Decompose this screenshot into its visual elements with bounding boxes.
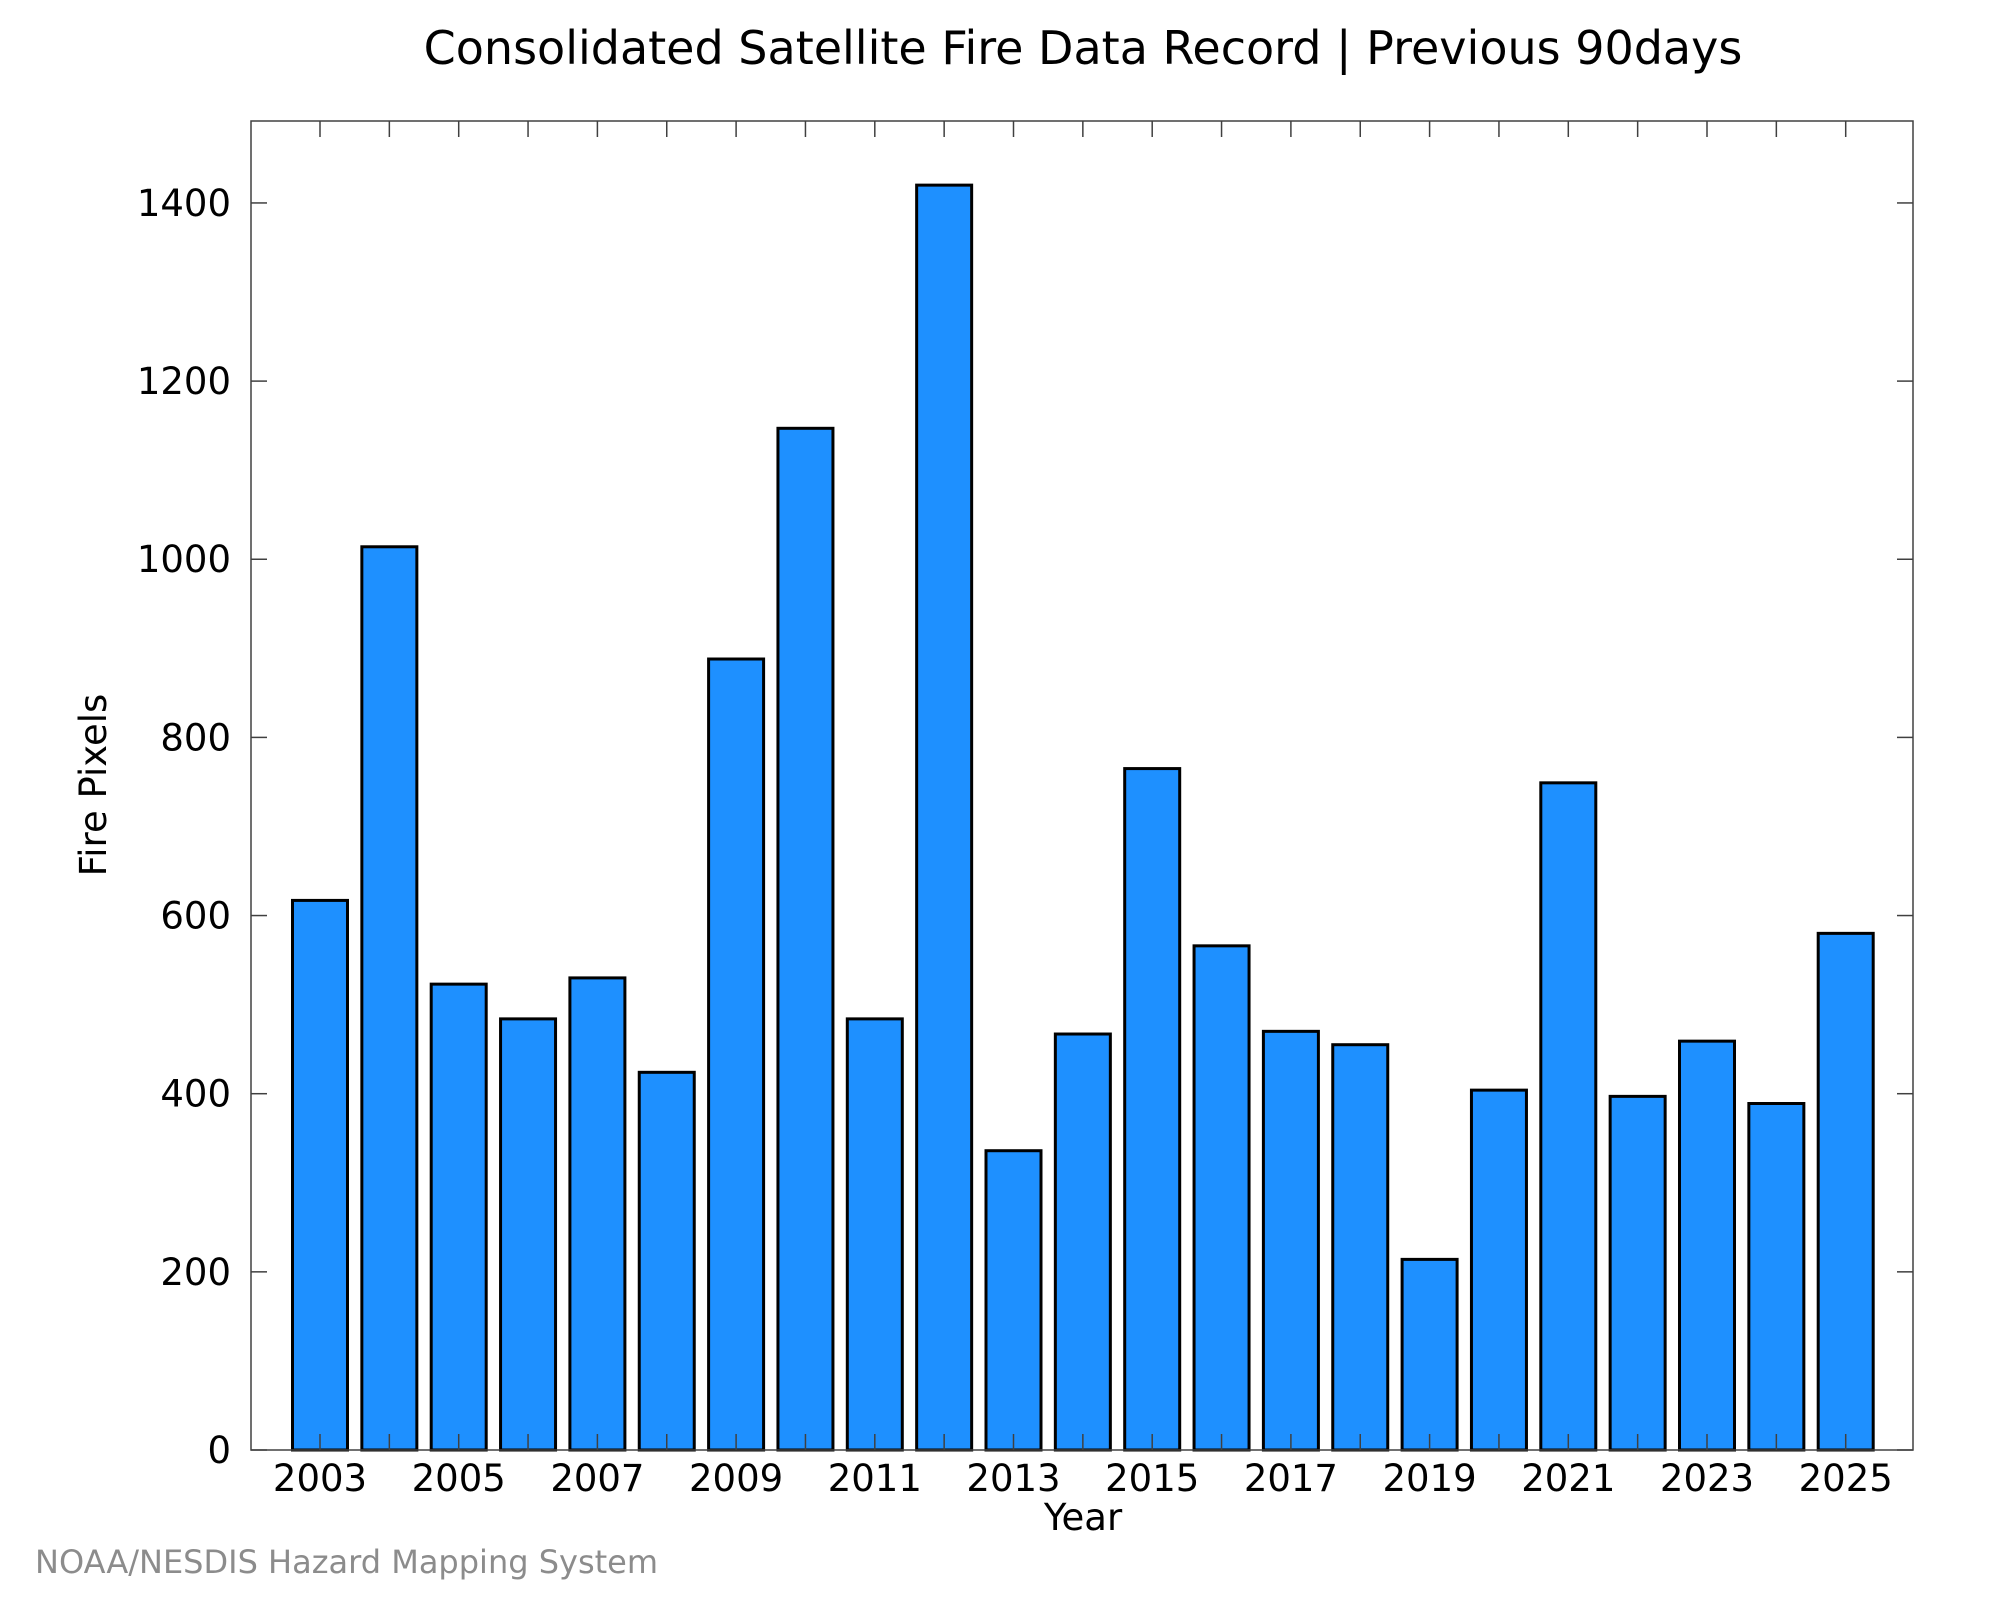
y-axis-label: Fire Pixels	[72, 694, 115, 877]
bar-2009	[707, 657, 766, 1452]
x-tick-label-2015: 2015	[1105, 1457, 1199, 1500]
x-tick-label-2017: 2017	[1244, 1457, 1338, 1500]
x-tick-label-2005: 2005	[412, 1457, 506, 1500]
bar-2016	[1192, 944, 1251, 1452]
y-tick-label-400: 400	[160, 1073, 231, 1116]
bar-2007	[568, 976, 627, 1452]
x-axis-label: Year	[1043, 1496, 1123, 1539]
bar-2004	[360, 545, 419, 1452]
bar-2012	[915, 183, 974, 1452]
x-tick-label-2019: 2019	[1383, 1457, 1477, 1500]
bar-2018	[1331, 1043, 1390, 1452]
x-tick-label-2003: 2003	[273, 1457, 367, 1500]
x-tick-label-2025: 2025	[1799, 1457, 1893, 1500]
x-tick-label-2009: 2009	[689, 1457, 783, 1500]
bar-2008	[637, 1070, 696, 1452]
chart-title: Consolidated Satellite Fire Data Record …	[424, 21, 1743, 76]
bar-2013	[984, 1149, 1043, 1452]
bar-2023	[1678, 1039, 1736, 1452]
bar-2005	[429, 982, 488, 1452]
y-tick-label-1000: 1000	[137, 538, 231, 581]
source-credit: NOAA/NESDIS Hazard Mapping System	[35, 1543, 658, 1581]
plot-frame	[250, 120, 1914, 1451]
bar-2015	[1123, 767, 1182, 1452]
x-tick-label-2023: 2023	[1660, 1457, 1754, 1500]
x-axis: 2003 2005 2007 2009 2011 2013 2015 2017 2019 2021…	[273, 121, 1893, 1500]
bar-2010	[776, 426, 835, 1452]
bar-2021	[1539, 781, 1598, 1452]
x-tick-label-2007: 2007	[550, 1457, 644, 1500]
y-tick-label-1200: 1200	[137, 360, 231, 403]
x-tick-label-2013: 2013	[966, 1457, 1060, 1500]
y-tick-label-0: 0	[207, 1429, 231, 1472]
bar-2024	[1747, 1102, 1806, 1452]
y-tick-label-600: 600	[160, 895, 231, 938]
bar-2019	[1400, 1257, 1459, 1452]
bar-2017	[1261, 1029, 1320, 1452]
bar-2025	[1816, 931, 1875, 1452]
bar-2011	[845, 1017, 904, 1452]
bar-2003	[291, 898, 349, 1452]
x-tick-label-2011: 2011	[828, 1457, 922, 1500]
y-tick-label-1400: 1400	[137, 182, 231, 225]
bar-2014	[1053, 1032, 1112, 1452]
bar-2022	[1608, 1094, 1667, 1452]
bars-group	[291, 183, 1875, 1452]
bar-2006	[499, 1017, 558, 1452]
bar-2020	[1469, 1088, 1528, 1452]
y-tick-label-200: 200	[160, 1251, 231, 1294]
x-tick-label-2021: 2021	[1521, 1457, 1615, 1500]
y-axis: 0 200 400 600 800 1000 1200 1400	[137, 182, 1913, 1472]
y-tick-label-800: 800	[160, 716, 231, 759]
